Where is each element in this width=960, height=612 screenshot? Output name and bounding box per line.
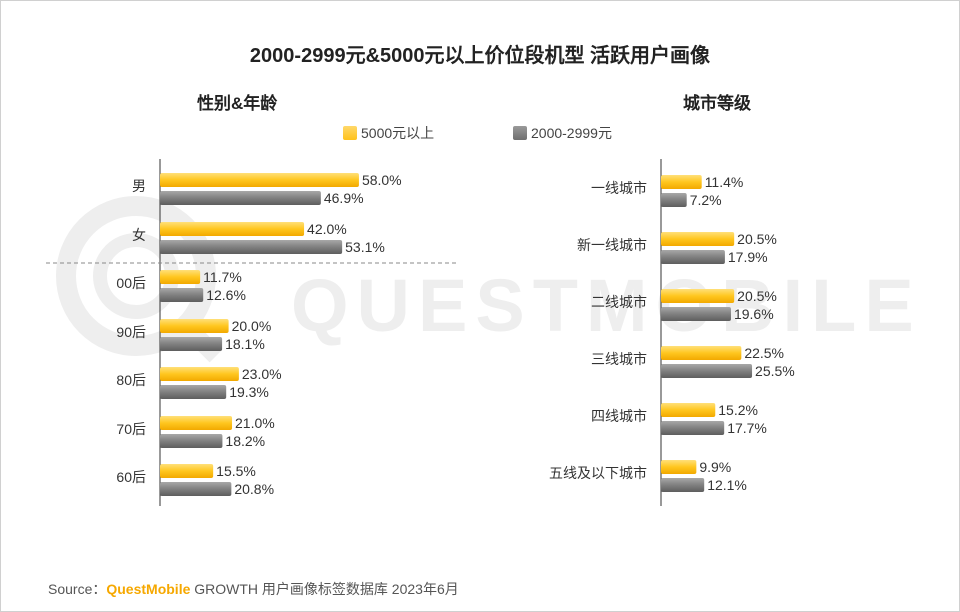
- legend-swatch-gray: [513, 126, 527, 140]
- bar-5000-plus: [661, 460, 697, 474]
- bar-5000-plus: [160, 222, 305, 236]
- gender-age-chart: 男 58.0% 46.9% 女 42.0% 53.1% 00后 11.7% 12.6% 90后 20…: [46, 159, 456, 506]
- legend-item-2000-2999: 2000-2999元: [513, 124, 612, 142]
- bar-2000-2999: [661, 193, 687, 207]
- city-tier-chart: 一线城市 11.4% 7.2% 新一线城市 20.5% 17.9% 二线城市 20.5% 19.…: [549, 159, 795, 506]
- source-brand: QuestMobile: [106, 581, 191, 597]
- value-label: 20.8%: [234, 481, 274, 497]
- bar-5000-plus: [661, 175, 702, 189]
- value-label: 20.5%: [737, 231, 777, 247]
- category-label: 五线及以下城市: [549, 465, 647, 481]
- value-label: 58.0%: [362, 172, 402, 188]
- source-note: Source：QuestMobile GROWTH 用户画像标签数据库 2023…: [48, 579, 459, 599]
- value-label: 9.9%: [699, 459, 731, 475]
- bar-2000-2999: [160, 240, 343, 254]
- value-label: 46.9%: [324, 190, 364, 206]
- bar-2000-2999: [661, 421, 725, 435]
- value-label: 22.5%: [744, 345, 784, 361]
- bar-5000-plus: [160, 173, 359, 187]
- value-label: 15.5%: [216, 463, 256, 479]
- legend-item-5000-plus: 5000元以上: [343, 124, 434, 142]
- bar-2000-2999: [160, 482, 232, 496]
- value-label: 12.1%: [707, 477, 747, 493]
- watermark-text: QUESTMOBILE: [291, 264, 922, 347]
- value-label: 11.4%: [705, 174, 744, 190]
- value-label: 25.5%: [755, 363, 795, 379]
- value-label: 19.6%: [734, 306, 774, 322]
- value-label: 18.1%: [225, 336, 265, 352]
- category-label: 60后: [116, 469, 146, 485]
- bar-5000-plus: [160, 464, 214, 478]
- category-label: 二线城市: [591, 294, 647, 310]
- category-label: 一线城市: [591, 180, 647, 196]
- value-label: 20.0%: [232, 318, 272, 334]
- value-label: 19.3%: [229, 384, 269, 400]
- bar-2000-2999: [661, 478, 705, 492]
- bar-2000-2999: [661, 307, 731, 321]
- value-label: 18.2%: [225, 433, 265, 449]
- category-label: 80后: [116, 372, 146, 388]
- legend-label: 5000元以上: [361, 125, 435, 141]
- legend-label: 2000-2999元: [531, 125, 612, 141]
- city-tier-panel-title: 城市等级: [683, 94, 751, 113]
- bar-2000-2999: [160, 191, 321, 205]
- bar-5000-plus: [661, 403, 716, 417]
- value-label: 23.0%: [242, 366, 282, 382]
- value-label: 53.1%: [345, 239, 385, 255]
- bar-5000-plus: [661, 346, 742, 360]
- value-label: 11.7%: [203, 269, 242, 285]
- value-label: 15.2%: [718, 402, 758, 418]
- category-label: 四线城市: [591, 408, 647, 424]
- value-label: 12.6%: [206, 287, 246, 303]
- category-label: 男: [132, 178, 146, 194]
- page-title: 2000-2999元&5000元以上价位段机型 活跃用户画像: [249, 45, 711, 67]
- value-label: 17.9%: [728, 249, 768, 265]
- value-label: 21.0%: [235, 415, 275, 431]
- bar-5000-plus: [661, 232, 735, 246]
- value-label: 7.2%: [690, 192, 722, 208]
- bar-2000-2999: [160, 385, 227, 399]
- category-label: 新一线城市: [577, 237, 647, 253]
- category-label: 三线城市: [591, 351, 647, 367]
- bar-2000-2999: [160, 337, 223, 351]
- value-label: 20.5%: [737, 288, 777, 304]
- bar-5000-plus: [661, 289, 735, 303]
- category-label: 90后: [116, 324, 146, 340]
- bar-5000-plus: [160, 319, 229, 333]
- category-label: 00后: [116, 275, 146, 291]
- value-label: 17.7%: [727, 420, 767, 436]
- source-detail: GROWTH 用户画像标签数据库 2023年6月: [194, 581, 459, 597]
- bar-5000-plus: [160, 416, 233, 430]
- legend-swatch-yellow: [343, 126, 357, 140]
- value-label: 42.0%: [307, 221, 347, 237]
- category-label: 女: [132, 227, 146, 243]
- source-label: Source：: [48, 581, 107, 597]
- bar-5000-plus: [160, 367, 239, 381]
- bar-2000-2999: [160, 288, 204, 302]
- gender-age-panel-title: 性别&年龄: [197, 94, 278, 113]
- bar-2000-2999: [661, 364, 753, 378]
- bar-2000-2999: [661, 250, 725, 264]
- bar-2000-2999: [160, 434, 223, 448]
- bar-5000-plus: [160, 270, 201, 284]
- category-label: 70后: [116, 421, 146, 437]
